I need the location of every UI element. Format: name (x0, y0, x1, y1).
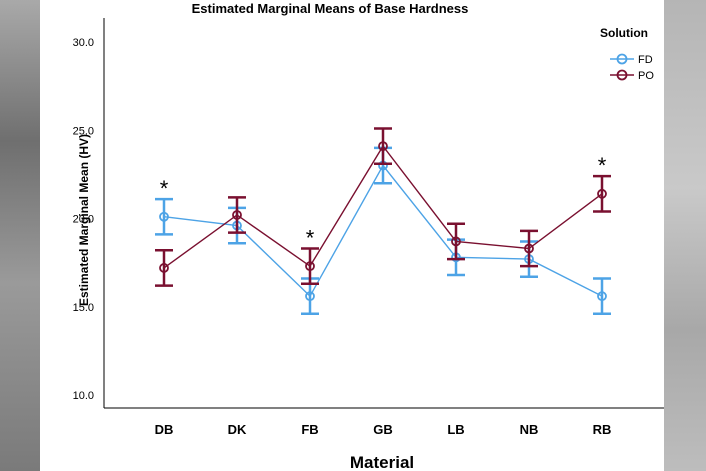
x-tick-label-nb: NB (520, 422, 539, 437)
legend-item-fd: FD (610, 53, 653, 66)
data-point (524, 243, 534, 254)
x-tick-label-fb: FB (301, 422, 318, 437)
y-axis-title: Estimated Marginal Mean (HV) (77, 134, 91, 306)
data-point (597, 291, 607, 302)
data-point (159, 211, 169, 222)
chart-svg: Estimated Marginal Means of Base Hardnes… (73, 1, 664, 471)
legend-title: Solution (600, 26, 648, 40)
x-tick-label-rb: RB (593, 422, 612, 437)
y-tick-label: 25.0 (73, 125, 94, 137)
significance-marker-rb: * (598, 153, 607, 178)
data-point (232, 210, 242, 220)
y-tick-label: 15.0 (73, 302, 94, 314)
legend-swatch-marker (616, 53, 628, 65)
data-point (305, 291, 315, 302)
x-tick-label-dk: DK (228, 422, 247, 437)
significance-marker-db: * (160, 176, 169, 201)
y-tick-label: 20.0 (73, 214, 94, 226)
data-point (305, 261, 315, 272)
legend: Solution FD PO (600, 26, 654, 82)
series-po (155, 127, 611, 287)
series-group (155, 127, 611, 316)
data-point (159, 263, 169, 273)
x-tick-label-lb: LB (447, 422, 464, 437)
y-tick-label: 30.0 (73, 37, 94, 49)
x-tick-label-gb: GB (373, 422, 393, 437)
y-tick-label: 10.0 (73, 390, 94, 402)
legend-label-po: PO (638, 70, 654, 82)
series-fd (155, 146, 611, 316)
legend-label-fd: FD (638, 54, 653, 66)
y-ticks: 10.0 15.0 20.0 25.0 30.0 (73, 37, 94, 402)
chart-title: Estimated Marginal Means of Base Hardnes… (192, 1, 469, 16)
annotations: * * * (160, 153, 607, 250)
axes (103, 18, 664, 409)
x-ticks: DB DK FB GB LB NB RB (155, 422, 612, 437)
data-point (597, 188, 607, 199)
data-point (378, 141, 388, 152)
blurred-background-right (664, 0, 706, 471)
blurred-background-left (0, 0, 40, 471)
significance-marker-fb: * (306, 226, 315, 251)
chart-panel: Estimated Marginal Means of Base Hardnes… (40, 0, 664, 471)
data-point (451, 236, 461, 247)
legend-item-po: PO (610, 69, 654, 82)
x-tick-label-db: DB (155, 422, 174, 437)
x-axis-title: Material (350, 453, 414, 471)
legend-swatch-marker (616, 69, 628, 81)
